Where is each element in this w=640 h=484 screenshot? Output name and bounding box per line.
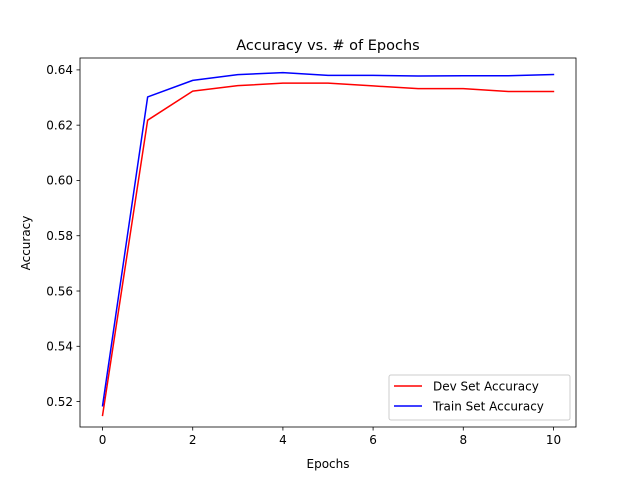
y-tick-label: 0.58 [46, 229, 73, 243]
y-tick-label: 0.56 [46, 284, 73, 298]
x-tick-label: 0 [99, 433, 107, 447]
legend: Dev Set Accuracy Train Set Accuracy [388, 374, 571, 421]
series-line-1 [101, 71, 555, 407]
legend-label-1: Train Set Accuracy [432, 399, 544, 413]
x-axis-label: Epochs [307, 457, 350, 471]
legend-label-0: Dev Set Accuracy [433, 379, 539, 393]
y-axis-label: Accuracy [19, 216, 33, 271]
x-tick-label: 8 [459, 433, 467, 447]
y-tick-label: 0.60 [46, 174, 73, 188]
axes-frame [79, 57, 577, 428]
x-tick-label: 10 [546, 433, 561, 447]
y-tick-label: 0.64 [46, 63, 73, 77]
x-tick-label: 6 [369, 433, 377, 447]
y-tick-label: 0.54 [46, 340, 73, 354]
series-line-0 [101, 82, 555, 417]
legend-box [388, 374, 571, 421]
y-tick-label: 0.52 [46, 395, 73, 409]
x-tick-label: 4 [279, 433, 287, 447]
x-tick-label: 2 [189, 433, 197, 447]
y-tick-label: 0.62 [46, 118, 73, 132]
plot-area: 0 2 4 6 8 10 0.52 0.54 0.56 0.58 0.60 0.62 0.64 [46, 57, 577, 447]
chart-title: Accuracy vs. # of Epochs [236, 38, 419, 54]
